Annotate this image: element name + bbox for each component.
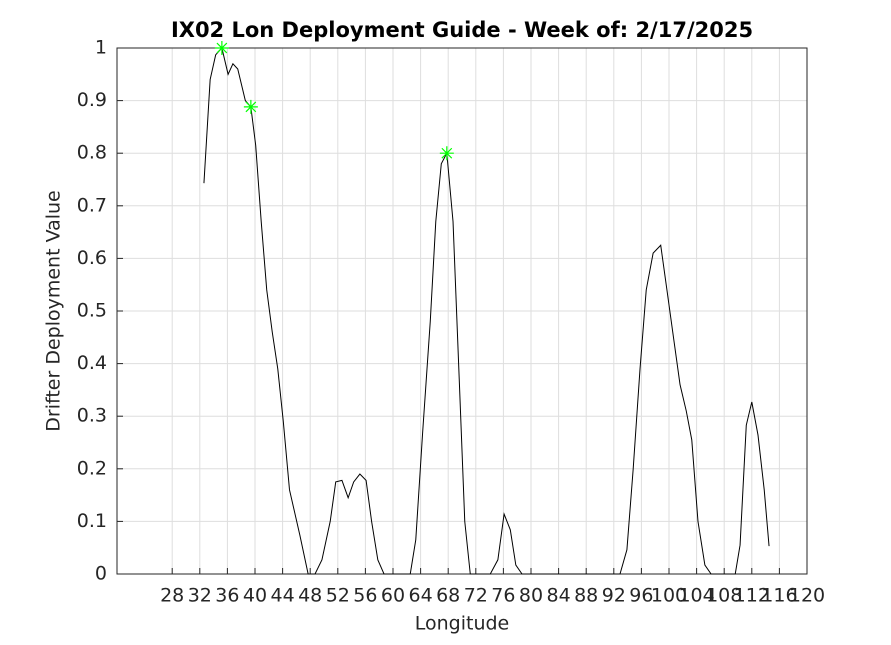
y-tick-label: 0.7 [77, 194, 107, 216]
x-tick-label: 112 [734, 585, 770, 607]
x-tick-label: 96 [629, 585, 653, 607]
y-tick-label: 0.5 [77, 300, 107, 322]
x-tick-label: 64 [409, 585, 433, 607]
chart-title: IX02 Lon Deployment Guide - Week of: 2/1… [171, 18, 753, 42]
x-tick-label: 92 [602, 585, 626, 607]
x-tick-label: 88 [574, 585, 598, 607]
data-line [203, 46, 770, 575]
x-tick-label: 72 [464, 585, 488, 607]
y-tick-label: 0.1 [77, 510, 107, 532]
y-axis-label: Drifter Deployment Value [43, 190, 65, 432]
x-tick-label: 68 [436, 585, 460, 607]
x-tick-label: 52 [326, 585, 350, 607]
x-tick-label: 48 [298, 585, 322, 607]
x-axis-label: Longitude [415, 613, 510, 635]
y-tick-label: 0 [95, 563, 107, 585]
x-tick-label: 108 [706, 585, 742, 607]
x-tick-label: 28 [160, 585, 184, 607]
y-tick-label: 0.8 [77, 142, 107, 164]
x-tick-label: 32 [188, 585, 212, 607]
x-tick-label: 44 [271, 585, 295, 607]
y-tick-label: 0.6 [77, 247, 107, 269]
y-tick-label: 1 [95, 37, 107, 59]
x-tick-label: 76 [491, 585, 515, 607]
x-tick-label: 104 [678, 585, 714, 607]
x-tick-label: 100 [651, 585, 687, 607]
y-tick-label: 0.3 [77, 405, 107, 427]
x-tick-label: 60 [381, 585, 405, 607]
x-tick-label: 56 [353, 585, 377, 607]
star-marker [214, 41, 229, 55]
y-tick-label: 0.9 [77, 89, 107, 111]
star-marker [243, 99, 258, 114]
x-tick-label: 36 [215, 585, 239, 607]
x-tick-label: 116 [761, 585, 797, 607]
y-tick-label: 0.4 [77, 352, 107, 374]
star-marker [439, 146, 454, 161]
y-tick-label: 0.2 [77, 457, 107, 479]
x-tick-label: 40 [243, 585, 267, 607]
x-tick-label: 120 [789, 585, 825, 607]
x-tick-label: 84 [547, 585, 571, 607]
plot-frame [116, 47, 808, 575]
x-tick-label: 80 [519, 585, 543, 607]
